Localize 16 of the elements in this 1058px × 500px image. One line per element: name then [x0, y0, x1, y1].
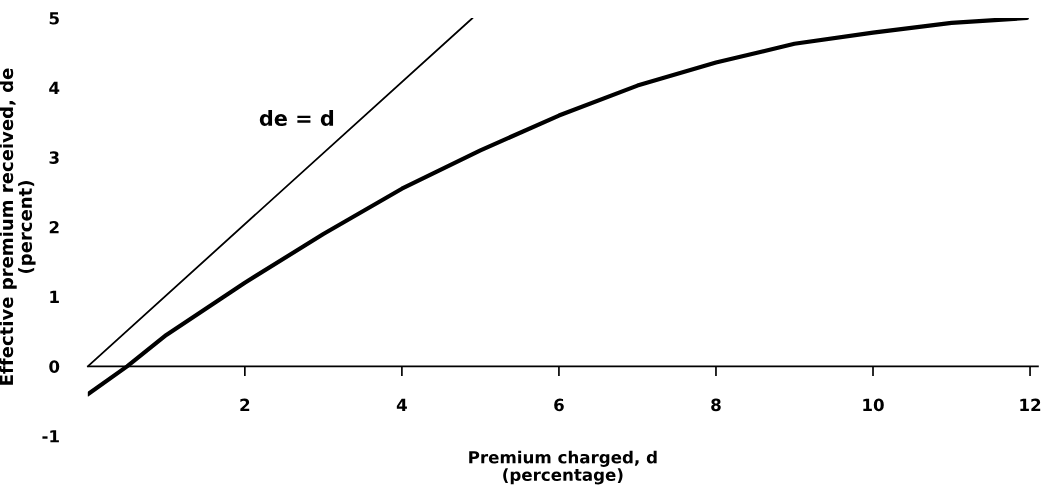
annotation: de = d [259, 109, 334, 127]
y-tick-label: 2 [49, 220, 59, 234]
y-tick-label: 0 [49, 360, 60, 373]
x-tick-label: 2 [240, 398, 250, 411]
y-tick-label: 5 [49, 12, 59, 25]
y-tick-label: 3 [49, 151, 59, 164]
y-tick-label: -1 [42, 430, 59, 443]
x-tick-label: 8 [711, 398, 721, 412]
x-tick-label: 12 [1020, 398, 1041, 411]
x-axis-title: Premium charged, d (percentage) [469, 450, 657, 485]
y-tick-label: 1 [50, 290, 59, 303]
x-tick-label: 6 [554, 398, 564, 412]
y-tick-label: 4 [49, 81, 60, 94]
x-tick-label: 4 [396, 398, 407, 411]
x-tick-label: 10 [863, 398, 884, 412]
y-axis-title: Effective premium received, de (percent) [0, 68, 36, 385]
